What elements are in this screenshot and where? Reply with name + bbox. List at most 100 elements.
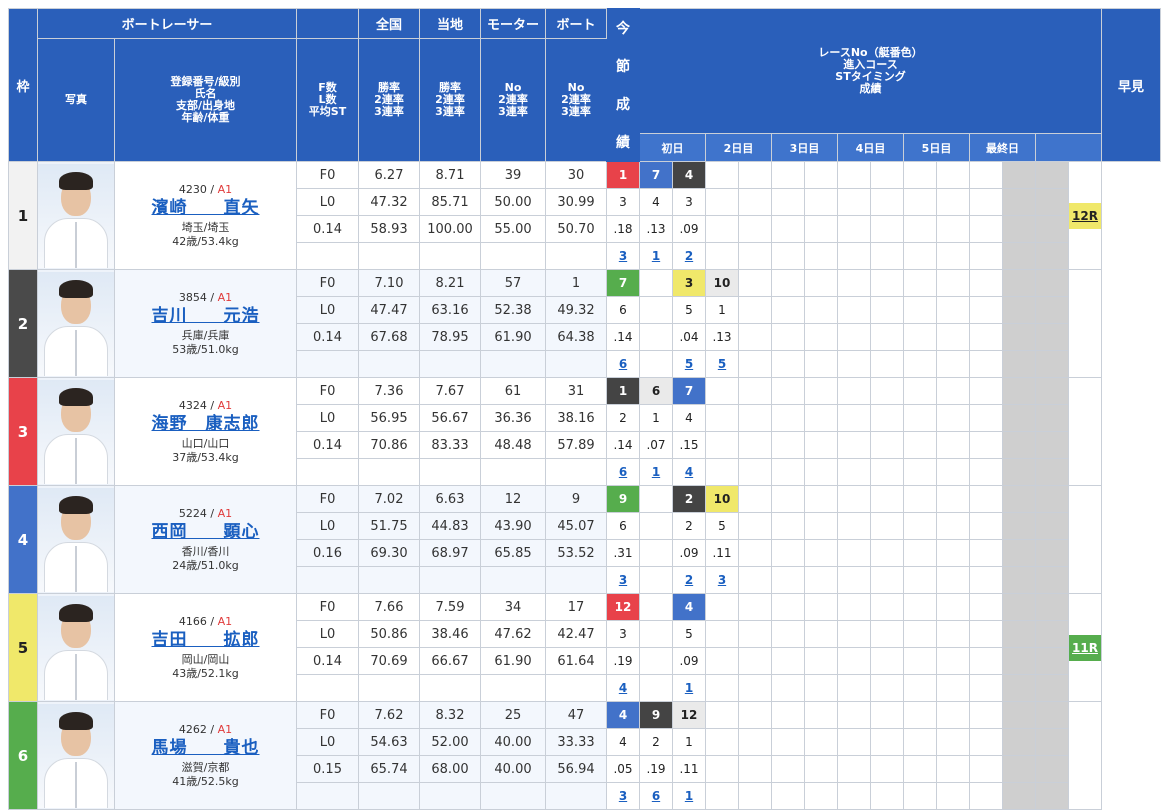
zenkoku-value: 47.32 (358, 188, 420, 216)
fl-st-value: F0 (296, 161, 359, 189)
racer-row-5-line-1: 5 4166 / A1 吉田 拡郎 岡山/岡山 43歳/52.1kg F0 7.6… (8, 593, 1161, 702)
motor-value: 50.00 (480, 188, 546, 216)
race-result-link[interactable]: 5 (705, 350, 739, 378)
touchi-value: 8.32 (419, 701, 481, 729)
fl-st-value: 0.14 (296, 431, 359, 459)
racer-name-link[interactable]: 吉川 元浩 (151, 305, 260, 326)
waku-number: 3 (8, 377, 38, 486)
day-final-header: 最終日 (969, 133, 1036, 162)
racer-branch: 岡山/岡山 (181, 652, 230, 666)
racer-class: A1 (217, 398, 233, 412)
racer-row-1-line-3: 0.14 58.93 100.00 55.00 50.70.18.13.09 (9, 215, 1161, 243)
racer-photo (37, 269, 115, 378)
racer-name-link[interactable]: 西岡 顕心 (151, 521, 260, 542)
race-result-link[interactable]: 5 (672, 350, 706, 378)
hayami-badge[interactable]: 12R (1069, 202, 1101, 229)
racer-photo (37, 485, 115, 594)
fl-st-value: F0 (296, 269, 359, 297)
zenkoku-rates-header: 勝率 2連率 3連率 (358, 38, 420, 162)
boat-value: 17 (545, 593, 607, 621)
race-result-link[interactable]: 1 (672, 674, 706, 702)
zenkoku-value: 50.86 (358, 620, 420, 648)
st-timing: .09 (672, 539, 706, 567)
race-number: 1 (606, 377, 640, 405)
boat-value: 45.07 (545, 512, 607, 540)
racer-class: A1 (217, 614, 233, 628)
racer-row-3-line-1: 3 4324 / A1 海野 康志郎 山口/山口 37歳/53.4kg F0 7.… (8, 377, 1161, 486)
race-result-link[interactable]: 3 (606, 566, 640, 594)
motor-value: 61.90 (480, 323, 546, 351)
race-result-link[interactable]: 2 (672, 566, 706, 594)
boat-value: 30 (545, 161, 607, 189)
day-2-header: 2日目 (705, 133, 772, 162)
racer-row-4-line-3: 0.16 69.30 68.97 65.85 53.52.31 .09.11 (9, 539, 1161, 567)
touchi-value: 83.33 (419, 431, 481, 459)
race-number: 3 (672, 269, 706, 297)
zenkoku-header: 全国 (358, 8, 420, 39)
race-result-link[interactable]: 6 (606, 458, 640, 486)
racer-name-link[interactable]: 濱崎 直矢 (151, 197, 260, 218)
registration-number: 5224 (178, 506, 207, 520)
race-number: 7 (672, 377, 706, 405)
racer-table: 枠 ボートレーサー 全国 当地 モーター ボート 今 節 成 績 レースNo（艇… (8, 8, 1161, 810)
race-number: 12 (672, 701, 706, 729)
race-number: 7 (606, 269, 640, 297)
registration-number: 3854 (178, 290, 207, 304)
st-timing: .09 (672, 215, 706, 243)
racer-branch: 滋賀/京都 (181, 760, 230, 774)
fl-st-value: L0 (296, 728, 359, 756)
boat-header: ボート (545, 8, 607, 39)
motor-value: 40.00 (480, 728, 546, 756)
entry-course: 4 (639, 188, 673, 216)
racer-info: 4324 / A1 海野 康志郎 山口/山口 37歳/53.4kg (114, 377, 297, 486)
motor-value: 48.48 (480, 431, 546, 459)
hayami-cell: 11R (1068, 593, 1102, 702)
race-result-link[interactable]: 6 (639, 782, 673, 810)
racer-name-link[interactable]: 海野 康志郎 (151, 413, 260, 434)
race-result-link[interactable]: 6 (606, 350, 640, 378)
racer-photo (37, 701, 115, 810)
hayami-badge[interactable]: 11R (1069, 634, 1101, 661)
touchi-value: 100.00 (419, 215, 481, 243)
motor-header: モーター (480, 8, 546, 39)
race-result-link[interactable]: 1 (672, 782, 706, 810)
fl-st-value: 0.14 (296, 323, 359, 351)
racer-info: 4230 / A1 濱崎 直矢 埼玉/埼玉 42歳/53.4kg (114, 161, 297, 270)
motor-value: 34 (480, 593, 546, 621)
racer-age-weight: 42歳/53.4kg (172, 234, 239, 248)
race-result-link[interactable]: 1 (639, 242, 673, 270)
racer-branch: 埼玉/埼玉 (181, 220, 230, 234)
touchi-value: 8.71 (419, 161, 481, 189)
race-number: 10 (705, 269, 739, 297)
st-timing: .19 (606, 647, 640, 675)
boat-value: 33.33 (545, 728, 607, 756)
zenkoku-value: 56.95 (358, 404, 420, 432)
race-number: 6 (639, 377, 673, 405)
zenkoku-value: 7.62 (358, 701, 420, 729)
registration-number: 4324 (178, 398, 207, 412)
race-result-link[interactable]: 4 (606, 674, 640, 702)
touchi-value: 78.95 (419, 323, 481, 351)
st-timing: .13 (705, 323, 739, 351)
race-result-link[interactable]: 3 (606, 242, 640, 270)
registration-number: 4166 (178, 614, 207, 628)
zenkoku-value: 67.68 (358, 323, 420, 351)
racer-name-link[interactable]: 馬場 貴也 (151, 737, 260, 758)
racer-row-3-line-3: 0.14 70.86 83.33 48.48 57.89.14.07.15 (9, 431, 1161, 459)
touchi-rates-header: 勝率 2連率 3連率 (419, 38, 481, 162)
racer-class: A1 (217, 182, 233, 196)
motor-value: 12 (480, 485, 546, 513)
race-result-link[interactable]: 4 (672, 458, 706, 486)
st-timing: .05 (606, 755, 640, 783)
race-number: 1 (606, 161, 640, 189)
racer-name-link[interactable]: 吉田 拡郎 (151, 629, 260, 650)
st-timing: .07 (639, 431, 673, 459)
race-result-link[interactable]: 3 (705, 566, 739, 594)
race-result-link[interactable]: 1 (639, 458, 673, 486)
racer-row-1-line-1: 1 4230 / A1 濱崎 直矢 埼玉/埼玉 42歳/53.4kg F0 6.2… (8, 161, 1161, 270)
race-result-link[interactable]: 3 (606, 782, 640, 810)
motor-value: 61 (480, 377, 546, 405)
race-number: 7 (639, 161, 673, 189)
race-result-link[interactable]: 2 (672, 242, 706, 270)
